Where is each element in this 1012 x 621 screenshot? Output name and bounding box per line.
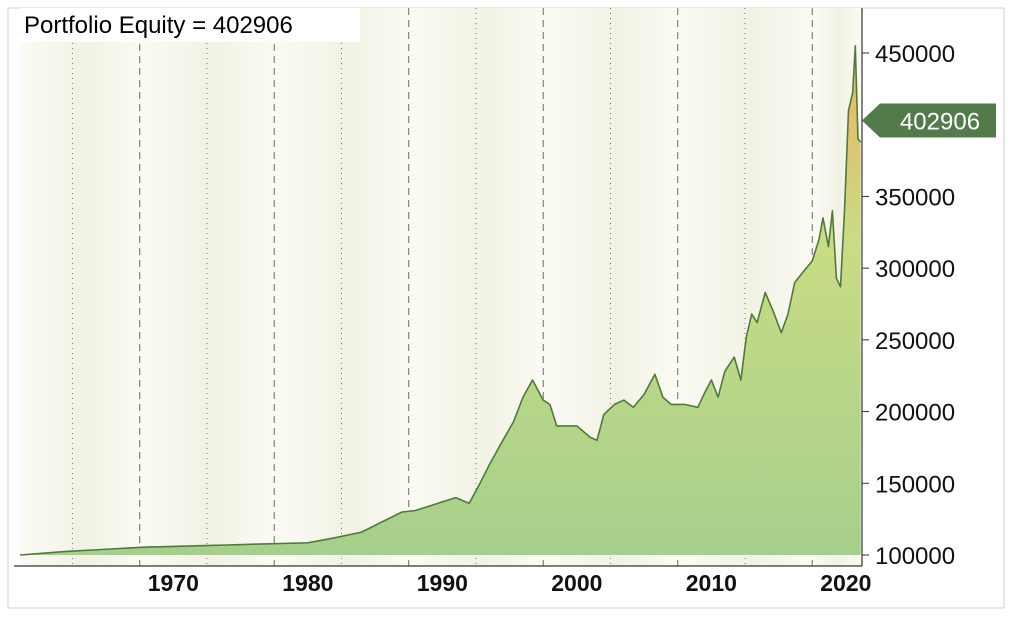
background-band xyxy=(20,8,140,566)
equity-area-layer xyxy=(20,45,862,556)
last-value-badge: 402906 xyxy=(862,103,996,138)
x-tick-label: 2010 xyxy=(686,570,737,596)
x-tick-label: 2020 xyxy=(820,570,871,596)
equity-area xyxy=(20,45,861,556)
title-background xyxy=(20,8,360,42)
y-tick-label: 350000 xyxy=(875,184,955,211)
y-tick-label: 300000 xyxy=(875,256,955,283)
last-value-badge-shape xyxy=(862,103,996,138)
y-tick-label: 250000 xyxy=(875,328,955,355)
last-value-label: 402906 xyxy=(900,109,980,136)
y-tick-label: 450000 xyxy=(875,41,955,68)
y-tick-label: 100000 xyxy=(875,543,955,570)
equity-line xyxy=(20,45,862,556)
x-tick-label: 1970 xyxy=(148,570,199,596)
y-tick-label: 200000 xyxy=(875,400,955,427)
background-band xyxy=(274,8,409,566)
x-tick-labels: 1970 1980 1990 2000 2010 2020 xyxy=(148,570,872,596)
y-tick-label: 150000 xyxy=(875,471,955,498)
y-tick-labels: 450000 350000 300000 250000 200000 150000 1000… xyxy=(862,41,955,570)
background-band xyxy=(139,8,275,566)
x-tick-label: 2000 xyxy=(551,570,602,596)
x-tick-label: 1980 xyxy=(282,570,333,596)
chart-title: Portfolio Equity = 402906 xyxy=(24,12,293,39)
x-tick-label: 1990 xyxy=(417,570,468,596)
axes xyxy=(14,8,863,567)
